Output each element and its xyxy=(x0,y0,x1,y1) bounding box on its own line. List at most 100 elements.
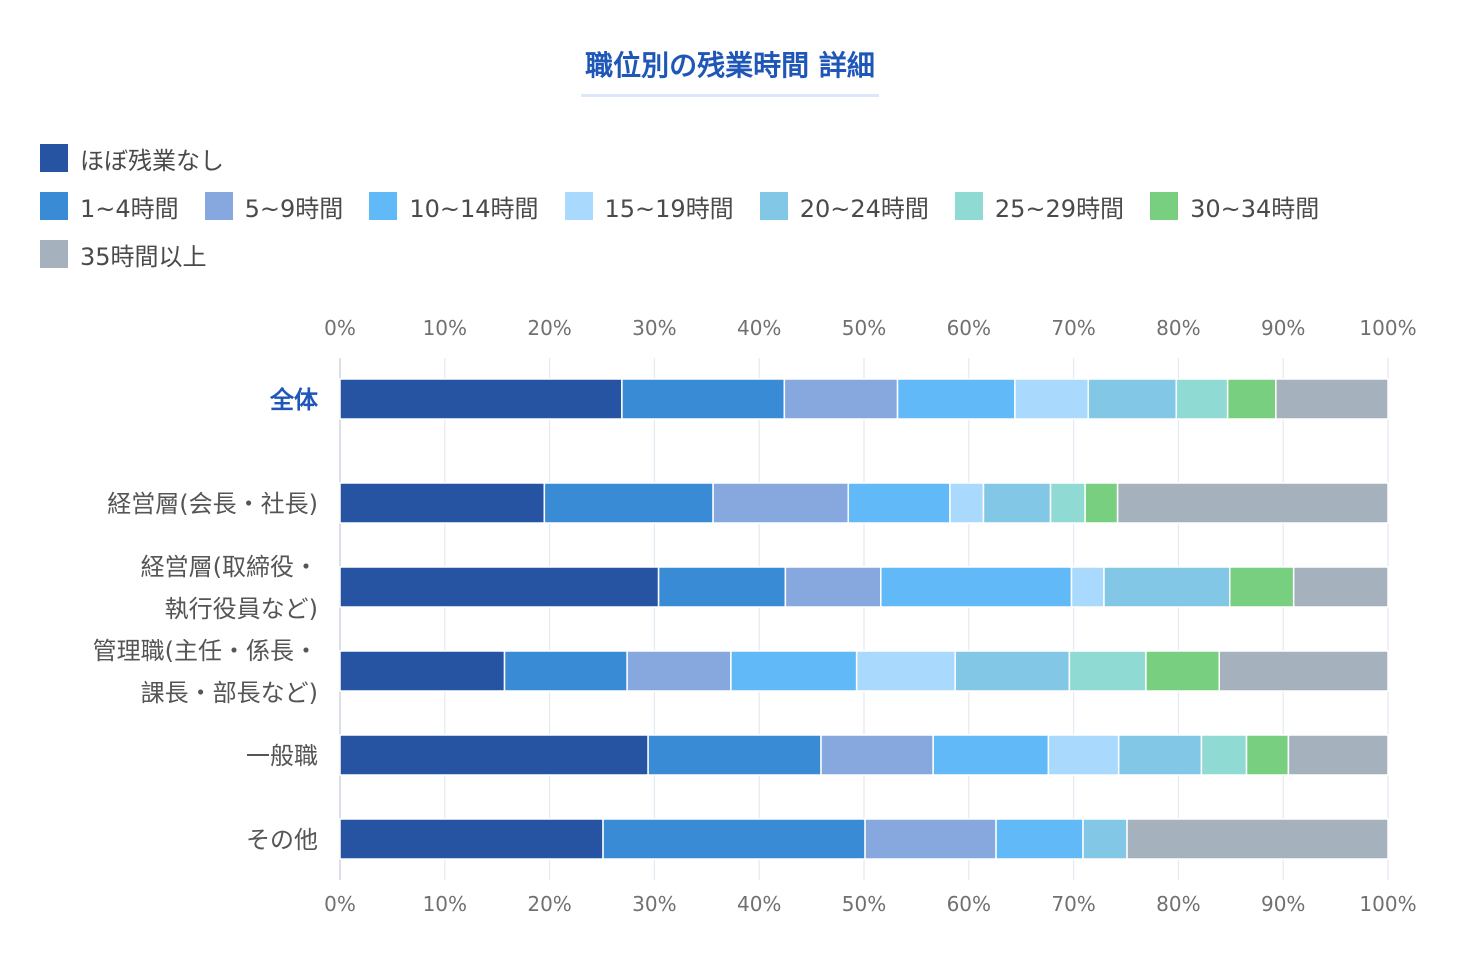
bar-segment xyxy=(1049,482,1086,524)
legend-label: 35時間以上 xyxy=(80,242,207,271)
category-label: 執行役員など) xyxy=(165,595,318,623)
legend-swatch xyxy=(954,192,983,220)
x-tick-label-bottom: 0% xyxy=(324,892,356,916)
bar-segment xyxy=(932,734,1050,776)
legend-label: ほぼ残業なし xyxy=(80,146,224,175)
x-tick-label-top: 0% xyxy=(324,316,356,340)
bar-segment xyxy=(730,650,858,692)
bar-segment xyxy=(982,482,1052,524)
bar-segment xyxy=(1084,482,1119,524)
legend-label: 10~14時間 xyxy=(409,194,539,223)
bar-segment xyxy=(949,482,985,524)
legend-item: 10~14時間 xyxy=(369,189,539,224)
legend-swatch xyxy=(564,192,593,220)
x-tick-label-bottom: 80% xyxy=(1156,892,1200,916)
legend-item: 1~4時間 xyxy=(40,189,179,224)
bar-segment xyxy=(1116,482,1389,524)
legend-label: 30~34時間 xyxy=(1190,194,1320,223)
chart-title-container: 職位別の残業時間 詳細 xyxy=(0,44,1460,97)
x-tick-label-bottom: 30% xyxy=(632,892,676,916)
legend-row: ほぼ残業なし xyxy=(40,134,1440,182)
x-tick-label-top: 90% xyxy=(1261,316,1305,340)
bar-segment xyxy=(1103,566,1231,608)
bar-segment xyxy=(602,818,866,860)
bar-segment xyxy=(339,378,623,420)
x-tick-label-bottom: 50% xyxy=(842,892,886,916)
bar-segment xyxy=(339,566,660,608)
bar-segment xyxy=(954,650,1071,692)
bar-segment xyxy=(339,734,649,776)
x-tick-label-bottom: 20% xyxy=(527,892,571,916)
legend-row: 35時間以上 xyxy=(40,230,1440,278)
bar-segment xyxy=(855,650,956,692)
bar-segment xyxy=(339,650,506,692)
x-tick-label-bottom: 70% xyxy=(1051,892,1095,916)
bar-segment xyxy=(880,566,1073,608)
bar-segment xyxy=(864,818,997,860)
bar-segment xyxy=(647,734,822,776)
legend-swatch xyxy=(759,192,788,220)
bar-segment xyxy=(712,482,850,524)
bar-segment xyxy=(1047,734,1120,776)
legend-item: 20~24時間 xyxy=(759,189,929,224)
x-tick-label-top: 10% xyxy=(423,316,467,340)
legend-item: 5~9時間 xyxy=(204,189,344,224)
x-tick-label-top: 30% xyxy=(632,316,676,340)
category-label: 経営層(取締役・ xyxy=(141,553,318,581)
category-label: その他 xyxy=(246,826,318,854)
legend-swatch xyxy=(369,192,398,220)
category-label: 課長・部長など) xyxy=(141,679,318,707)
bar-segment xyxy=(784,566,882,608)
bar-segment xyxy=(543,482,714,524)
x-tick-label-bottom: 40% xyxy=(737,892,781,916)
legend-swatch xyxy=(204,192,233,220)
legend-label: 15~19時間 xyxy=(604,194,734,223)
legend-item: 35時間以上 xyxy=(40,237,207,272)
bar-segment xyxy=(896,378,1016,420)
legend-label: 25~29時間 xyxy=(994,194,1125,223)
bar-segment xyxy=(621,378,786,420)
bar-segment xyxy=(1082,818,1128,860)
bar-segment xyxy=(1087,378,1178,420)
x-tick-label-bottom: 90% xyxy=(1261,892,1305,916)
legend-swatch xyxy=(1150,192,1179,220)
legend-label: 1~4時間 xyxy=(80,194,179,223)
bar-segment xyxy=(1145,650,1221,692)
bar-segment xyxy=(1275,378,1389,420)
category-label: 一般職 xyxy=(246,742,318,770)
bar-segment xyxy=(820,734,934,776)
x-tick-label-top: 60% xyxy=(947,316,991,340)
legend-label: 20~24時間 xyxy=(799,194,929,223)
legend-item: 30~34時間 xyxy=(1150,189,1319,224)
x-tick-label-bottom: 100% xyxy=(1359,892,1416,916)
x-tick-label-top: 100% xyxy=(1359,316,1416,340)
x-tick-label-bottom: 60% xyxy=(947,892,991,916)
legend-item: 25~29時間 xyxy=(954,189,1125,224)
x-tick-label-bottom: 10% xyxy=(423,892,467,916)
bar-segment xyxy=(1287,734,1389,776)
category-label: 管理職(主任・係長・ xyxy=(93,637,318,665)
category-label: 経営層(会長・社長) xyxy=(107,490,318,518)
legend: ほぼ残業なし 1~4時間 5~9時間 10~14時間 15~19時間 20~24時間 25~… xyxy=(40,134,1440,278)
x-tick-label-top: 80% xyxy=(1156,316,1200,340)
legend-label: 5~9時間 xyxy=(244,194,344,223)
x-tick-label-top: 40% xyxy=(737,316,781,340)
bar-segment xyxy=(1292,566,1389,608)
legend-item: ほぼ残業なし xyxy=(40,141,224,176)
bar-segment xyxy=(1126,818,1389,860)
bar-segment xyxy=(847,482,951,524)
bar-segment xyxy=(339,482,546,524)
bar-segment xyxy=(503,650,628,692)
bar-segment xyxy=(1070,566,1105,608)
bar-segment xyxy=(626,650,732,692)
x-tick-label-top: 50% xyxy=(842,316,886,340)
category-label: 全体 xyxy=(269,386,319,414)
x-tick-label-top: 70% xyxy=(1051,316,1095,340)
bar-segment xyxy=(1014,378,1090,420)
bar-segment xyxy=(1245,734,1290,776)
legend-row: 1~4時間 5~9時間 10~14時間 15~19時間 20~24時間 25~29時間 30… xyxy=(40,182,1440,230)
bar-segment xyxy=(1175,378,1229,420)
bar-segment xyxy=(995,818,1084,860)
bar-segment xyxy=(1226,378,1277,420)
bar-segment xyxy=(1218,650,1389,692)
